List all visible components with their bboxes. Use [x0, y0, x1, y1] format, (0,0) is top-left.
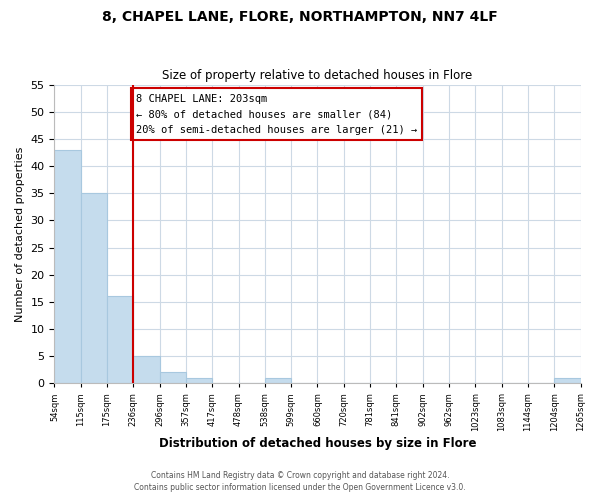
Title: Size of property relative to detached houses in Flore: Size of property relative to detached ho… — [163, 69, 473, 82]
Bar — [554, 378, 581, 384]
Text: Contains HM Land Registry data © Crown copyright and database right 2024.
Contai: Contains HM Land Registry data © Crown c… — [134, 471, 466, 492]
Text: 8, CHAPEL LANE, FLORE, NORTHAMPTON, NN7 4LF: 8, CHAPEL LANE, FLORE, NORTHAMPTON, NN7 … — [102, 10, 498, 24]
Bar — [55, 150, 81, 384]
Bar — [186, 378, 212, 384]
Bar — [160, 372, 186, 384]
Bar — [265, 378, 291, 384]
X-axis label: Distribution of detached houses by size in Flore: Distribution of detached houses by size … — [159, 437, 476, 450]
Bar — [81, 193, 107, 384]
Text: 8 CHAPEL LANE: 203sqm
← 80% of detached houses are smaller (84)
20% of semi-deta: 8 CHAPEL LANE: 203sqm ← 80% of detached … — [136, 94, 417, 134]
Bar — [107, 296, 133, 384]
Bar — [133, 356, 160, 384]
Y-axis label: Number of detached properties: Number of detached properties — [15, 146, 25, 322]
